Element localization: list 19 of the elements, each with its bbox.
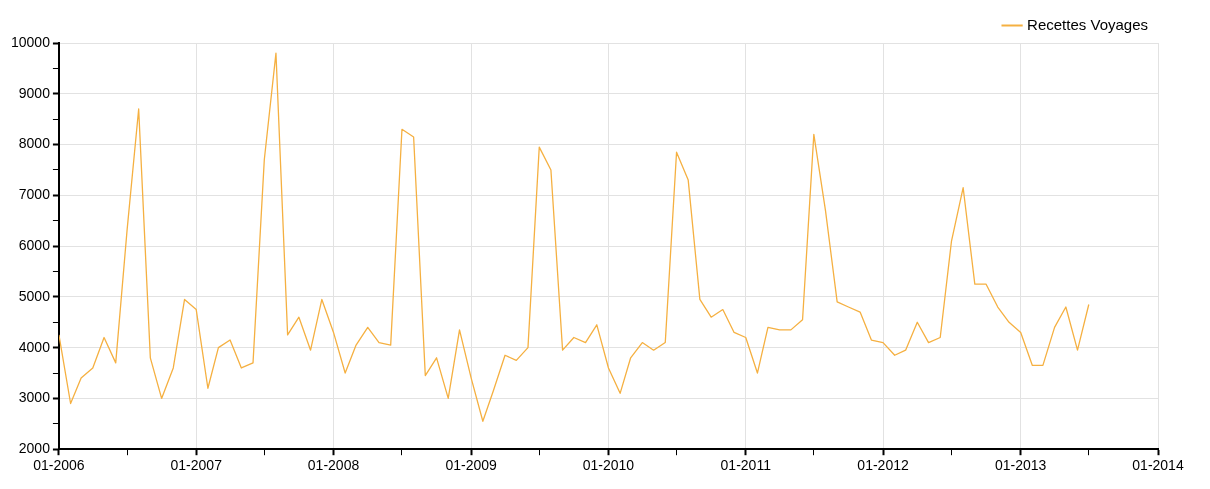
x-tick-label: 01-2013 [995,457,1047,474]
y-tick-label: 10000 [10,33,51,50]
x-tick-label: 01-2012 [857,457,909,474]
y-tick-label: 7000 [18,186,51,203]
legend-label: Recettes Voyages [1027,15,1149,33]
x-tick-label: 01-2010 [582,457,635,474]
y-tick-label: 2000 [18,440,51,457]
y-tick-label: 5000 [18,287,51,304]
x-tick-label: 01-2008 [307,457,360,474]
x-tick-label: 01-2011 [720,457,772,474]
y-tick-label: 9000 [18,84,51,101]
x-tick-label: 01-2006 [33,457,85,474]
x-tick-label: 01-2009 [445,457,498,474]
y-tick-label: 3000 [18,389,51,406]
y-tick-label: 4000 [18,338,51,355]
y-tick-label: 8000 [18,135,51,152]
y-tick-label: 6000 [18,236,51,253]
x-tick-label: 01-2007 [170,457,223,474]
x-tick-label: 01-2014 [1132,457,1184,474]
